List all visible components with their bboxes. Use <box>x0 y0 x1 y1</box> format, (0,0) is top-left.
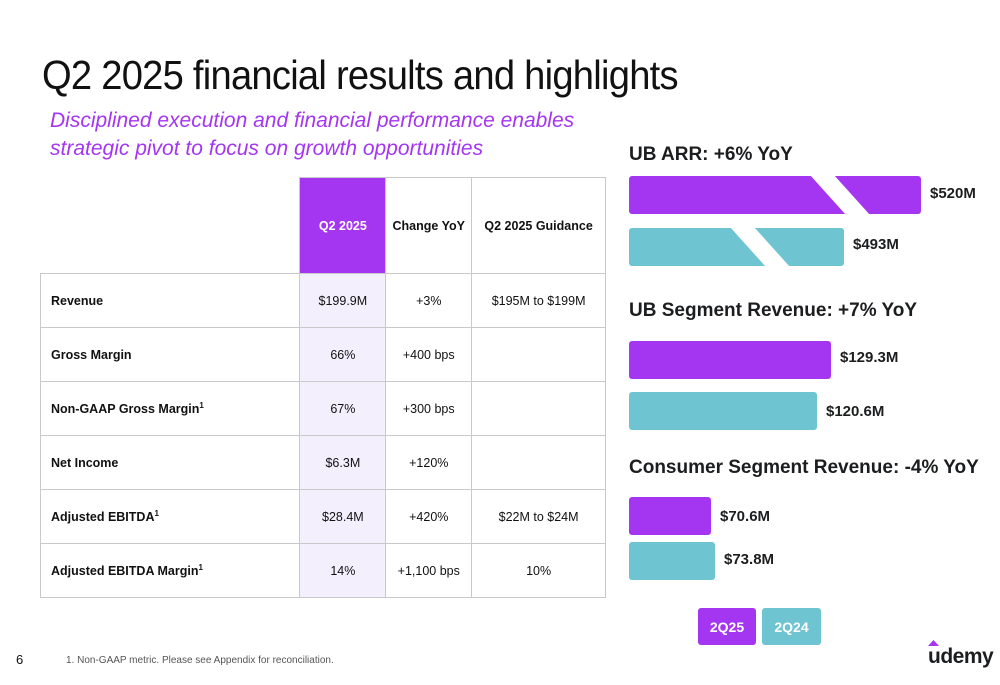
change-yoy-cell-text: +120% <box>409 455 449 470</box>
guidance-cell-text: $22M to $24M <box>498 509 579 524</box>
change-yoy-cell: +300 bps <box>385 381 473 436</box>
q2-2025-cell: 14% <box>299 543 387 598</box>
legend-2q24: 2Q24 <box>762 608 821 645</box>
ub-arr-label-2q25: $520M <box>930 185 976 202</box>
footnote-marker: 1 <box>199 400 204 410</box>
metric-cell: Net Income <box>39 435 301 490</box>
q2-2025-cell: $6.3M <box>299 435 387 490</box>
metric-cell: Gross Margin <box>39 327 301 382</box>
ub-arr-chart-title: UB ARR: +6% YoY <box>629 144 793 165</box>
q2-2025-cell-text: 67% <box>330 401 356 416</box>
consumer-segment-label-2q24: $73.8M <box>724 551 775 568</box>
ub-arr-label-2q24: $493M <box>853 236 899 253</box>
q2-2025-cell-text: $28.4M <box>322 509 364 524</box>
table-row: Revenue $199.9M +3% $195M to $199M <box>39 273 606 328</box>
ub-segment-chart-title: UB Segment Revenue: +7% YoY <box>629 300 918 321</box>
logo-wordmark: udemy <box>928 645 994 668</box>
legend-2q25: 2Q25 <box>698 608 756 645</box>
table-row: Adjusted EBITDA1 $28.4M +420% $22M to $24M <box>39 489 606 544</box>
change-yoy-cell-text: +1,100 bps <box>397 563 460 578</box>
footnote-marker: 1 <box>154 508 159 518</box>
ub-segment-label-2q25: $129.3M <box>840 349 899 366</box>
guidance-cell <box>471 327 606 382</box>
guidance-cell <box>471 435 606 490</box>
q2-2025-cell: 67% <box>299 381 387 436</box>
table-header-q2-2025: Q2 2025 <box>299 177 387 274</box>
metric-cell: Non-GAAP Gross Margin1 <box>39 381 301 436</box>
metric-cell-text: Adjusted EBITDA Margin <box>51 564 199 579</box>
change-yoy-cell-text: +3% <box>416 293 442 308</box>
q2-2025-cell: 66% <box>299 327 387 382</box>
change-yoy-cell: +420% <box>385 489 473 544</box>
table-header-row: Q2 2025 Change YoY Q2 2025 Guidance <box>40 177 606 274</box>
footnote: 1. Non-GAAP metric. Please see Appendix … <box>66 655 334 666</box>
q2-2025-cell-text: $6.3M <box>325 455 361 470</box>
guidance-cell: 10% <box>471 543 606 598</box>
ub-segment-label-2q24: $120.6M <box>826 403 885 420</box>
table-row: Net Income $6.3M +120% <box>39 435 606 490</box>
metric-cell-text: Revenue <box>51 293 104 308</box>
q2-2025-cell: $199.9M <box>299 273 387 328</box>
metric-cell-text: Adjusted EBITDA <box>51 510 155 525</box>
page-number: 6 <box>16 652 24 667</box>
change-yoy-cell-text: +420% <box>409 509 449 524</box>
footnote-marker: 1 <box>198 562 203 572</box>
metric-cell: Adjusted EBITDA1 <box>39 489 301 544</box>
consumer-segment-chart-title: Consumer Segment Revenue: -4% YoY <box>629 457 979 478</box>
change-yoy-cell: +3% <box>385 273 473 328</box>
guidance-cell: $22M to $24M <box>471 489 606 544</box>
guidance-cell: $195M to $199M <box>471 273 606 328</box>
metric-cell-text: Net Income <box>51 455 119 470</box>
q2-2025-cell: $28.4M <box>299 489 387 544</box>
logo-hat-icon <box>928 640 939 646</box>
financial-results-table: Q2 2025 Change YoY Q2 2025 Guidance Reve… <box>39 177 606 598</box>
guidance-cell <box>471 381 606 436</box>
change-yoy-cell-text: +400 bps <box>402 347 455 362</box>
page-title: Q2 2025 financial results and highlights <box>42 52 679 98</box>
table-header-guidance: Q2 2025 Guidance <box>471 177 606 274</box>
change-yoy-cell: +400 bps <box>385 327 473 382</box>
ub-segment-bar-2q25 <box>629 341 831 379</box>
udemy-logo: udemy <box>928 640 994 669</box>
consumer-segment-label-2q25: $70.6M <box>720 508 771 525</box>
change-yoy-cell: +1,100 bps <box>385 543 473 598</box>
metric-cell-text: Gross Margin <box>51 347 132 362</box>
consumer-segment-bar-2q24 <box>629 542 715 580</box>
table-row: Gross Margin 66% +400 bps <box>39 327 606 382</box>
table-header-blank <box>40 177 301 274</box>
q2-2025-cell-text: 14% <box>330 563 356 578</box>
metric-cell: Revenue <box>39 273 301 328</box>
q2-2025-cell-text: 66% <box>330 347 356 362</box>
guidance-cell-text: 10% <box>526 563 552 578</box>
table-header-change-yoy: Change YoY <box>385 177 473 274</box>
consumer-segment-bar-2q25 <box>629 497 711 535</box>
table-row: Non-GAAP Gross Margin1 67% +300 bps <box>39 381 606 436</box>
ub-arr-bar-2q25 <box>629 176 921 214</box>
metric-cell: Adjusted EBITDA Margin1 <box>39 543 301 598</box>
q2-2025-cell-text: $199.9M <box>318 293 368 308</box>
ub-segment-bar-2q24 <box>629 392 817 430</box>
table-row: Adjusted EBITDA Margin1 14% +1,100 bps 10% <box>39 543 606 598</box>
change-yoy-cell-text: +300 bps <box>402 401 455 416</box>
metric-cell-text: Non-GAAP Gross Margin <box>51 402 200 417</box>
change-yoy-cell: +120% <box>385 435 473 490</box>
page-subtitle: Disciplined execution and financial perf… <box>50 109 575 160</box>
guidance-cell-text: $195M to $199M <box>491 293 586 308</box>
